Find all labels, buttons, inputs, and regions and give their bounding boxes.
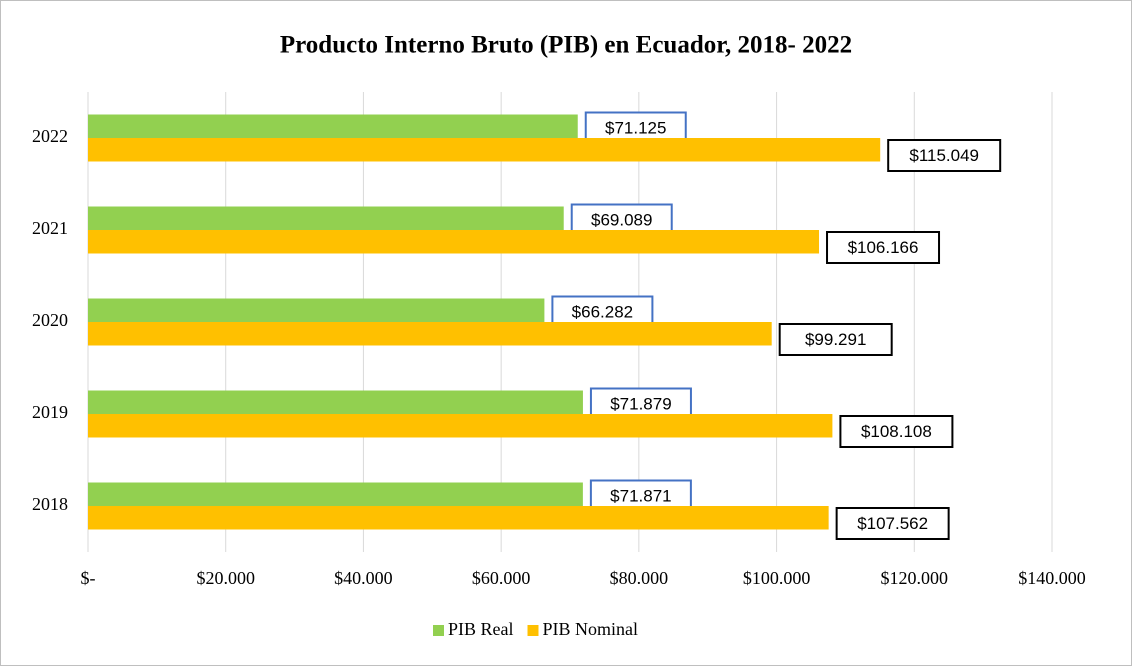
- y-tick-label: 2020: [32, 310, 68, 330]
- bar: [88, 138, 881, 162]
- bar: [88, 298, 545, 322]
- data-label: $71.125: [605, 118, 666, 137]
- legend-swatch: [527, 625, 539, 636]
- bar: [88, 114, 578, 138]
- bar: [88, 414, 833, 438]
- data-label-box: [887, 139, 1002, 172]
- x-tick-label: $20.000: [196, 568, 255, 588]
- bar: [88, 230, 820, 254]
- data-label-box: [839, 415, 954, 448]
- y-tick-label: 2021: [32, 218, 68, 238]
- data-label: $66.282: [572, 302, 633, 321]
- legend-swatch: [433, 625, 444, 636]
- x-tick-label: $120.000: [881, 568, 949, 588]
- y-tick-label: 2019: [32, 402, 68, 422]
- bar: [88, 390, 583, 414]
- data-label: $107.562: [857, 514, 928, 533]
- bar: [88, 206, 564, 230]
- x-tick-label: $140.000: [1018, 568, 1086, 588]
- x-tick-label: $60.000: [472, 568, 531, 588]
- x-tick-label: $40.000: [334, 568, 393, 588]
- legend-label: PIB Nominal: [543, 619, 639, 639]
- bar: [88, 322, 772, 346]
- data-label: $99.291: [805, 330, 866, 349]
- data-label-box: [826, 231, 941, 264]
- x-tick-label: $80.000: [610, 568, 669, 588]
- data-label: $106.166: [848, 238, 919, 257]
- y-tick-label: 2018: [32, 494, 68, 514]
- x-tick-label: $-: [81, 568, 96, 588]
- data-label-box: [835, 507, 950, 540]
- x-tick-label: $100.000: [743, 568, 811, 588]
- y-tick-label: 2022: [32, 126, 68, 146]
- bar: [88, 506, 829, 530]
- data-label: $108.108: [861, 422, 932, 441]
- bar: [88, 482, 583, 506]
- legend-label: PIB Real: [448, 619, 514, 639]
- data-label: $69.089: [591, 210, 652, 229]
- data-label: $71.879: [610, 394, 671, 413]
- data-label: $71.871: [610, 486, 671, 505]
- data-label: $115.049: [909, 146, 979, 165]
- data-label-box: [778, 323, 893, 356]
- chart-title: Producto Interno Bruto (PIB) en Ecuador,…: [280, 32, 852, 59]
